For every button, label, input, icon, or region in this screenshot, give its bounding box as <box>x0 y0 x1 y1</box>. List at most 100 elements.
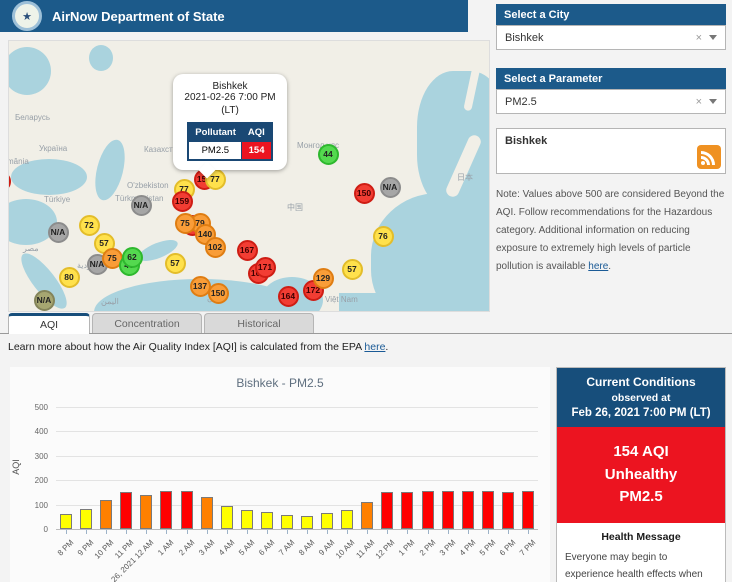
chart-x-tick-label: 2 AM <box>176 538 196 558</box>
chart-bar <box>341 509 354 529</box>
chart-x-tick <box>367 530 369 534</box>
aqi-marker[interactable]: 80 <box>58 266 80 288</box>
chart-gridline <box>56 504 538 506</box>
chart-title: Bishkek - PM2.5 <box>236 376 324 390</box>
chart-bar <box>200 496 213 529</box>
city-select[interactable]: Bishkek × <box>496 25 726 50</box>
note-here-link[interactable]: here <box>588 261 609 272</box>
popup-col-aqi: AQI <box>241 123 272 142</box>
chart-x-axis <box>56 529 538 530</box>
chart-bar <box>461 490 474 529</box>
aqi-marker[interactable]: 164 <box>277 285 299 307</box>
chart-bar <box>301 515 314 529</box>
chart-x-tick <box>166 530 168 534</box>
chart-x-tick-label: 10 PM <box>92 538 116 561</box>
chart-x-tick <box>347 530 349 534</box>
clear-city-icon[interactable]: × <box>695 31 702 44</box>
map-place-label: mânia <box>8 157 29 166</box>
department-of-state-seal-icon: ★ <box>12 1 42 31</box>
chart-x-tick <box>86 530 88 534</box>
aqi-marker[interactable]: 137 <box>189 275 211 297</box>
chart-x-tick <box>507 530 509 534</box>
aqi-marker[interactable]: 57 <box>164 252 186 274</box>
aqi-status-badge: 154 AQI Unhealthy PM2.5 <box>557 427 725 523</box>
aqi-marker[interactable]: 167 <box>236 239 258 261</box>
learn-more-text: Learn more about how the Air Quality Ind… <box>8 341 389 353</box>
aqi-marker[interactable]: 150 <box>207 282 229 304</box>
sea-shape <box>371 193 489 311</box>
chart-x-tick <box>186 530 188 534</box>
chart-x-tick-label: 12 PM <box>374 538 397 561</box>
city-select-value: Bishkek <box>505 31 544 44</box>
chart-bar <box>180 491 193 529</box>
chart-x-tick-label: 4 AM <box>216 538 237 558</box>
aqi-marker[interactable]: 150 <box>353 182 375 204</box>
chart-bar <box>160 491 173 529</box>
aqi-marker[interactable]: 72 <box>78 214 100 236</box>
aqi-marker[interactable]: 150 <box>9 170 11 192</box>
clear-parameter-icon[interactable]: × <box>695 95 702 108</box>
chart-x-tick <box>467 530 469 534</box>
aqi-marker[interactable]: 159 <box>171 190 193 212</box>
aqi-marker[interactable]: N/A <box>379 176 401 198</box>
sea-shape <box>339 293 489 311</box>
aqi-bar-chart: Bishkek - PM2.5 AQI 0 100 200 300 400 500 8 PM… <box>10 367 550 582</box>
aqi-value: 154 AQI <box>613 443 669 460</box>
chart-x-tick <box>106 530 108 534</box>
aqi-marker[interactable]: 62 <box>121 246 143 268</box>
chart-bar <box>120 491 133 529</box>
chart-gridline <box>56 407 538 408</box>
chart-y-tick: 500 <box>34 403 48 412</box>
aqi-marker[interactable]: N/A <box>47 221 69 243</box>
chart-bar <box>421 490 434 529</box>
chart-gridline <box>56 431 538 433</box>
chart-x-tick-label: 8 PM <box>55 538 76 558</box>
map-place-label: مصر <box>23 244 39 253</box>
chart-x-tick-label: 6 PM <box>497 538 518 558</box>
sea-shape <box>89 45 113 71</box>
conditions-subtitle: observed at <box>611 392 671 404</box>
aqi-marker[interactable]: 76 <box>372 225 394 247</box>
chart-x-tick <box>447 530 449 534</box>
chart-y-tick: 200 <box>34 476 48 486</box>
view-tabs: AQI Concentration Historical <box>8 313 316 334</box>
chart-gridline <box>56 455 538 457</box>
chart-x-tick-label: 3 PM <box>437 538 457 558</box>
current-conditions-panel: Current Conditions observed at Feb 26, 2… <box>556 367 726 582</box>
rss-feed-icon[interactable] <box>697 145 721 169</box>
chart-bar <box>381 492 394 529</box>
chart-bar <box>521 491 534 529</box>
chart-bar <box>280 514 293 529</box>
parameter-select[interactable]: PM2.5 × <box>496 89 726 114</box>
conditions-datetime: Feb 26, 2021 7:00 PM (LT) <box>571 407 711 419</box>
aqi-marker[interactable]: 57 <box>341 258 363 280</box>
aqi-marker[interactable]: 129 <box>312 267 334 289</box>
feed-city-label: Bishkek <box>505 135 548 147</box>
chart-bar <box>100 499 113 529</box>
tab-aqi[interactable]: AQI <box>8 313 90 334</box>
chart-x-tick-label: 11 AM <box>354 538 377 560</box>
chart-bar <box>140 494 153 529</box>
aqi-marker[interactable]: N/A <box>33 289 55 311</box>
select-parameter-header: Select a Parameter <box>496 68 726 89</box>
chart-x-tick <box>327 530 329 534</box>
chart-x-tick-label: 5 PM <box>477 538 498 558</box>
chart-x-tick-label: 7 PM <box>517 538 538 558</box>
tab-historical[interactable]: Historical <box>204 313 314 333</box>
chart-x-tick-label: 8 AM <box>297 538 317 558</box>
aqi-marker[interactable]: 171 <box>254 256 276 278</box>
sea-shape <box>9 47 51 95</box>
epa-here-link[interactable]: here <box>364 341 386 353</box>
chart-bar <box>321 513 334 529</box>
chart-x-tick-label: 1 AM <box>156 538 176 558</box>
aqi-marker[interactable]: 75 <box>174 212 196 234</box>
map-place-label: Việt Nam <box>325 295 358 304</box>
aqi-marker[interactable]: 44 <box>317 143 339 165</box>
tab-concentration[interactable]: Concentration <box>92 313 202 333</box>
chevron-down-icon[interactable] <box>709 35 717 40</box>
chevron-down-icon[interactable] <box>709 99 717 104</box>
aqi-map[interactable]: Беларусь Україна mânia Türkiye Казахстан O'zb… <box>8 40 490 312</box>
aqi-marker[interactable]: N/A <box>130 194 152 216</box>
app-header: ★ AirNow Department of State <box>0 0 468 32</box>
aqi-marker[interactable]: 102 <box>204 236 226 258</box>
